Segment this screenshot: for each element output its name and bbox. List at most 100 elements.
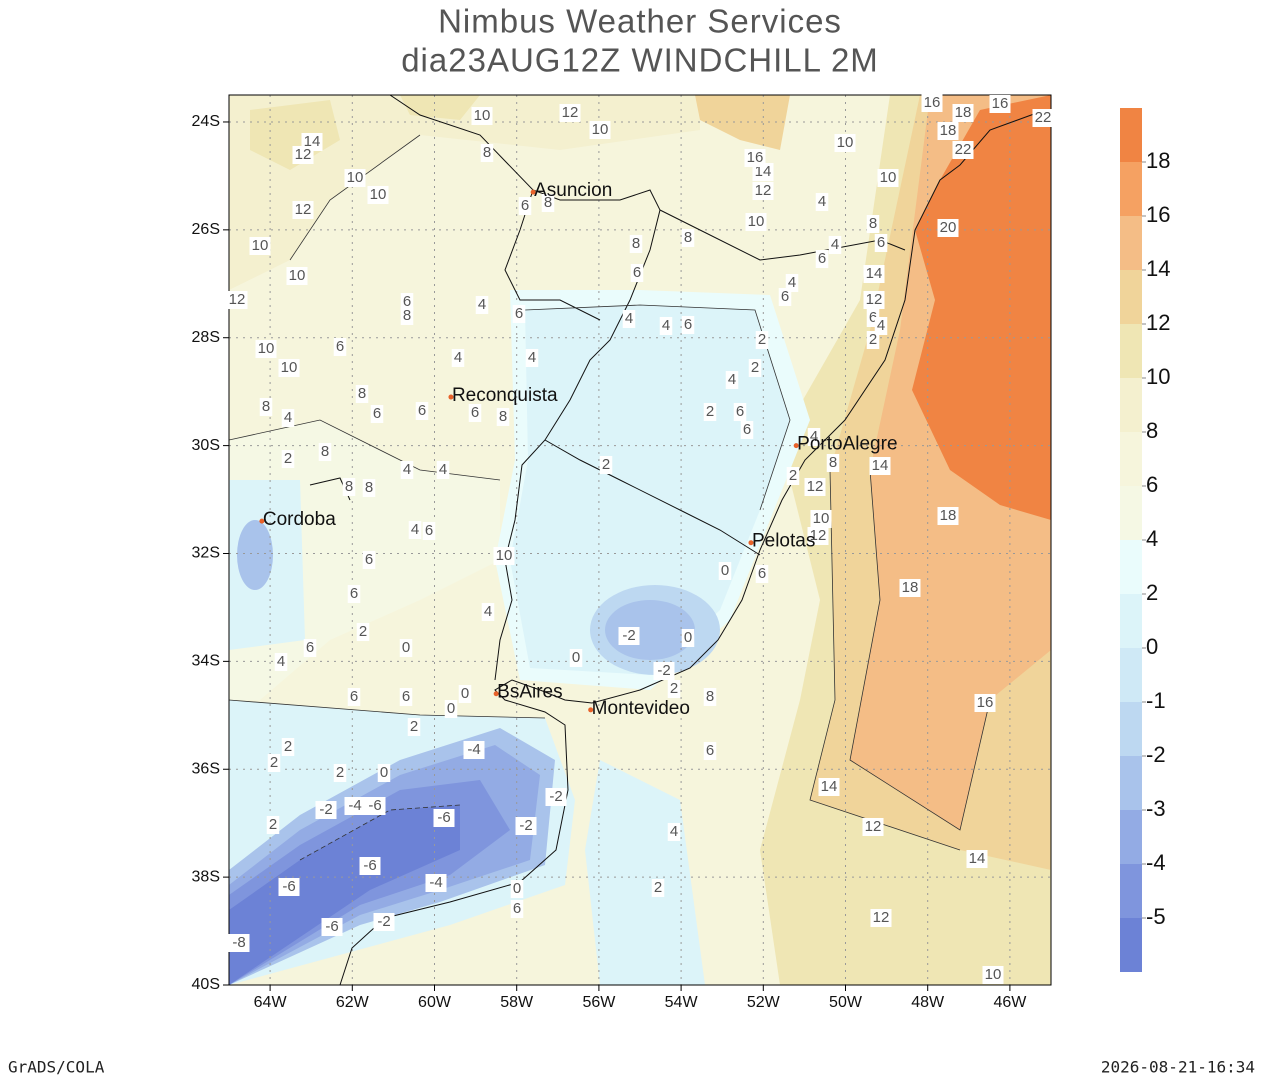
contour-label: 6 [781, 288, 789, 305]
colorbar-box [1120, 648, 1142, 702]
contour-label: 4 [810, 428, 818, 445]
contour-label: 2 [269, 816, 277, 833]
contour-label: 16 [992, 95, 1009, 112]
contour-label: 6 [521, 197, 529, 214]
contour-label: 8 [869, 215, 877, 232]
contour-label: 6 [736, 403, 744, 420]
contour-label-bg [937, 122, 959, 140]
contour-label-bg [377, 764, 391, 782]
colorbar-label: -1 [1146, 688, 1166, 713]
contour-label: 12 [810, 527, 827, 544]
contour-label: 14 [821, 778, 838, 795]
y-tick-label: 36S [192, 760, 220, 777]
contour-label-bg [748, 359, 762, 377]
contour-label-bg [355, 385, 369, 403]
contour-label: 6 [633, 264, 641, 281]
contour-label-bg [267, 754, 281, 772]
contour-label: 4 [411, 521, 419, 538]
contour-label-bg [667, 823, 681, 841]
contour-label: 4 [831, 236, 839, 253]
contour-label: 2 [359, 623, 367, 640]
contour-label-bg [877, 169, 899, 187]
contour-label-bg [870, 909, 892, 927]
contour-label: 6 [336, 338, 344, 355]
contour-label: 2 [670, 680, 678, 697]
contour-label: 4 [403, 461, 411, 478]
contour-label-bg [451, 349, 465, 367]
contour-label: 14 [872, 457, 889, 474]
contour-label: 18 [955, 104, 972, 121]
contour-label-bg [1032, 109, 1054, 127]
contour-label: 6 [515, 305, 523, 322]
city-name: Pelotas [752, 531, 815, 552]
colorbar: -5 -4 -3 -2 -1 0 2 4 6 8 10 12 14 16 18 [1120, 108, 1170, 972]
colorbar-label: 6 [1146, 472, 1158, 497]
city-marker [793, 443, 799, 449]
contour-label: -2 [622, 627, 635, 644]
contour-label: 10 [748, 213, 765, 230]
contour-label: -8 [232, 934, 245, 951]
contour-label: 8 [358, 385, 366, 402]
contour-label-bg [318, 443, 332, 461]
contour-label-bg [622, 310, 636, 328]
contour-label: 4 [818, 193, 826, 210]
contour-label-bg [281, 450, 295, 468]
y-tick-label: 30S [192, 437, 220, 454]
contour-label: 16 [977, 694, 994, 711]
contour-label: 16 [924, 94, 941, 111]
contour-label: 12 [562, 104, 579, 121]
contour-label-bg [559, 104, 581, 122]
map-frame [228, 94, 1052, 986]
contour-label: -4 [348, 797, 361, 814]
contour-label: -6 [325, 918, 338, 935]
colorbar-label: 4 [1146, 526, 1158, 551]
contour-label: 12 [229, 291, 246, 308]
contour-label-bg [834, 134, 856, 152]
colorbar-label: 0 [1146, 634, 1158, 659]
contour-label-bg [400, 461, 414, 479]
contour-label-bg [921, 94, 943, 112]
contour-label-bg [744, 149, 766, 167]
coastline [339, 109, 1046, 985]
contour-label: 12 [866, 291, 883, 308]
contour-label: 2 [284, 450, 292, 467]
contour-label-bg [281, 738, 295, 756]
y-tick-label: 32S [192, 545, 220, 562]
contour-label: 6 [684, 316, 692, 333]
colorbar-box [1120, 756, 1142, 810]
contour-label: 6 [513, 900, 521, 917]
contour-label-bg [425, 874, 447, 892]
contour-label-bg [333, 764, 347, 782]
contour-label: 2 [410, 718, 418, 735]
contour-label: 8 [544, 194, 552, 211]
city-marker [259, 518, 265, 524]
contour-label: 8 [632, 235, 640, 252]
contour-label: 4 [284, 409, 292, 426]
contour-label: 16 [747, 149, 764, 166]
contour-label-bg [618, 627, 640, 645]
footer-left: GrADS/COLA [8, 1058, 105, 1077]
shade-minus5 [229, 805, 460, 985]
contour-label: -2 [319, 801, 332, 818]
contour-label-bg [866, 331, 880, 349]
contours [229, 134, 991, 861]
contour-label-bg [480, 144, 494, 162]
contour-label: 12 [295, 201, 312, 218]
city-marker [493, 691, 499, 697]
y-tick-label: 34S [192, 653, 220, 670]
contour-label: 6 [743, 421, 751, 438]
contour-label: 2 [654, 879, 662, 896]
contour-label-bg [400, 293, 414, 311]
contour-label-bg [778, 288, 792, 306]
contour-label: 6 [306, 639, 314, 656]
contour-label: 4 [728, 371, 736, 388]
colorbar-label: 2 [1146, 580, 1158, 605]
x-tick-label: 50W [829, 994, 863, 1011]
contour-label-bg [399, 639, 413, 657]
contour-label: 6 [373, 405, 381, 422]
y-tick-label: 38S [192, 868, 220, 885]
contour-label-bg [863, 265, 885, 283]
contour-label: 8 [321, 443, 329, 460]
contour-label: -4 [467, 741, 480, 758]
contour-label-bg [407, 718, 421, 736]
